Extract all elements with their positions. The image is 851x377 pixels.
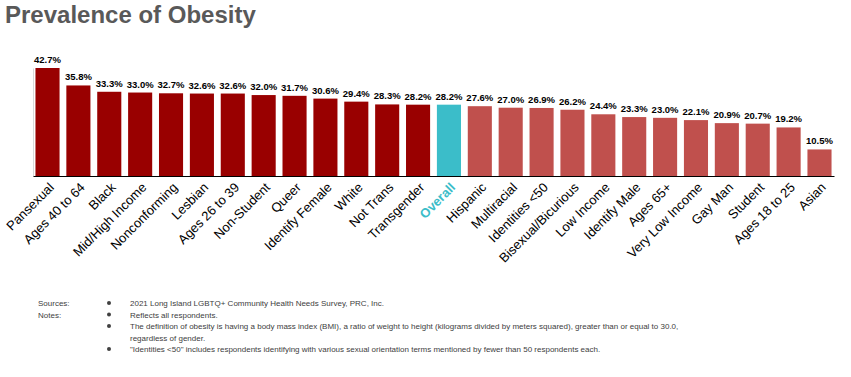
bar — [35, 68, 59, 176]
bar — [746, 124, 770, 176]
footnote-heading: Sources: — [38, 299, 70, 308]
bar — [97, 92, 121, 176]
bar — [66, 85, 90, 176]
y-axis-line — [33, 69, 34, 177]
data-label: 32.0% — [250, 81, 277, 92]
bar — [406, 105, 430, 176]
footnote-text: 2021 Long Island LGBTQ+ Community Health… — [130, 299, 384, 308]
y-axis — [33, 69, 34, 177]
data-label: 22.1% — [683, 106, 710, 117]
bar — [252, 95, 276, 176]
bullet — [107, 324, 111, 328]
bar — [128, 93, 152, 176]
bar — [283, 96, 307, 176]
bar — [530, 108, 554, 176]
footnotes: Sources: 2021 Long Island LGBTQ+ Communit… — [38, 299, 678, 354]
bar — [807, 149, 831, 176]
data-label: 32.6% — [188, 80, 215, 91]
data-label: 35.8% — [65, 71, 92, 82]
bar — [468, 106, 492, 176]
x-tick-label: Ages 40 to 64 — [20, 180, 87, 247]
chart: Prevalence of Obesity PansexualAges 40 to… — [0, 0, 851, 377]
data-label: 24.4% — [590, 100, 617, 111]
data-label: 27.0% — [497, 94, 524, 105]
x-axis: PansexualAges 40 to 64BlackMid/High Inco… — [3, 176, 834, 265]
data-label: 42.7% — [34, 54, 61, 65]
x-tick: Nonconforming — [107, 176, 180, 253]
bullet — [107, 301, 111, 305]
x-tick-label: Non-Student — [211, 179, 273, 241]
bar — [777, 127, 801, 176]
bar — [622, 117, 646, 176]
data-label: 27.6% — [466, 92, 493, 103]
data-label: 19.2% — [775, 113, 802, 124]
x-tick: Gay Man — [688, 176, 736, 228]
x-tick: Non-Student — [211, 176, 273, 242]
x-tick: Ages 40 to 64 — [20, 176, 87, 247]
data-label: 26.9% — [528, 94, 555, 105]
bullet — [107, 313, 111, 317]
bar — [591, 114, 615, 176]
data-label: 28.2% — [435, 91, 462, 102]
data-labels: 42.7%35.8%33.3%33.0%32.7%32.6%32.6%32.0%… — [34, 54, 833, 146]
x-tick-label: Asian — [795, 180, 829, 214]
data-label: 32.6% — [219, 80, 246, 91]
bar — [499, 108, 523, 176]
data-label: 26.2% — [559, 96, 586, 107]
title: Prevalence of Obesity — [5, 1, 256, 28]
bar — [221, 94, 245, 176]
bar — [653, 118, 677, 176]
data-label: 31.7% — [281, 82, 308, 93]
footnote-text: Reflects all respondents. — [130, 311, 218, 320]
x-tick-label: Identify Female — [261, 180, 334, 253]
data-label: 20.9% — [713, 109, 740, 120]
x-tick: Asian — [795, 176, 829, 213]
data-label: 33.0% — [127, 79, 154, 90]
x-tick: Identify Female — [261, 176, 334, 253]
bar — [313, 99, 337, 176]
x-tick-label: Nonconforming — [107, 180, 180, 253]
bar — [560, 110, 584, 176]
bullet — [107, 347, 111, 351]
data-label: 33.3% — [96, 78, 123, 89]
bar — [159, 93, 183, 176]
bar — [375, 104, 399, 176]
footnote-text: regardless of gender. — [130, 334, 205, 343]
bar — [437, 105, 461, 176]
bars — [35, 68, 831, 176]
data-label: 20.7% — [744, 110, 771, 121]
data-label: 29.4% — [343, 88, 370, 99]
footnote-text: The definition of obesity is having a bo… — [130, 322, 678, 331]
x-tick: Ages 18 to 25 — [731, 176, 798, 247]
footnote-heading: Notes: — [38, 311, 61, 320]
x-tick-label: Gay Man — [688, 180, 736, 228]
data-label: 10.5% — [806, 135, 833, 146]
data-label: 30.6% — [312, 85, 339, 96]
bar — [344, 102, 368, 176]
bar — [715, 123, 739, 176]
footnote-text: "Identities <50" includes respondents id… — [130, 345, 600, 354]
bar — [190, 94, 214, 176]
x-tick-label: Ages 18 to 25 — [731, 180, 798, 247]
data-label: 32.7% — [158, 79, 185, 90]
data-label: 28.2% — [405, 91, 432, 102]
data-label: 23.0% — [652, 104, 679, 115]
bar — [684, 120, 708, 176]
data-label: 23.3% — [621, 103, 648, 114]
data-label: 28.3% — [374, 90, 401, 101]
x-axis-line — [34, 176, 835, 177]
